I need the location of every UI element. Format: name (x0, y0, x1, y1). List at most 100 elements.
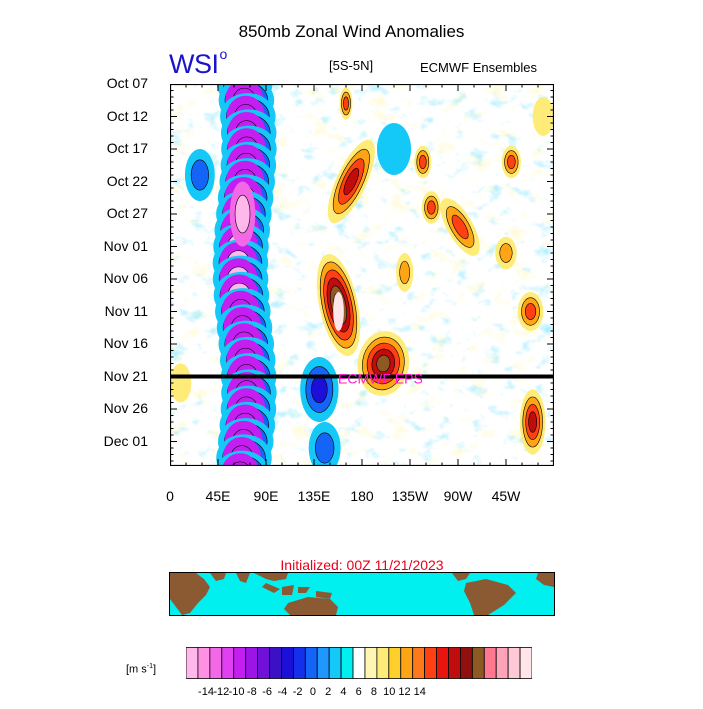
colorbar-tick-label: -12 (213, 686, 230, 698)
x-tick-label: 45E (205, 488, 231, 504)
colorbar-tick-label: 8 (370, 686, 378, 698)
y-tick-label: Nov 26 (103, 400, 148, 416)
colorbar-swatch (340, 647, 354, 679)
y-tick-label: Nov 06 (103, 270, 148, 286)
colorbar-swatch (233, 647, 247, 679)
anomaly-contour (343, 167, 360, 196)
anomaly-field (170, 84, 554, 466)
west-africa-landmass (536, 573, 554, 587)
colorbar-swatch (221, 647, 235, 679)
anomaly-contour (499, 243, 513, 263)
y-tick-label: Nov 01 (103, 237, 148, 254)
anomaly-contour (234, 194, 251, 234)
colorbar-tick-label: 14 (413, 686, 426, 698)
colorbar-swatch (292, 647, 306, 679)
colorbar-swatch (269, 647, 282, 679)
colorbar-tick-label: 12 (398, 686, 411, 698)
anomaly-contour (170, 363, 192, 403)
y-tick-label: Oct 07 (106, 75, 148, 91)
colorbar-swatch (436, 647, 449, 679)
colorbar-swatch (352, 647, 366, 679)
anomaly-contour (343, 96, 349, 111)
colorbar-tick-label: 10 (383, 686, 396, 698)
anomaly-contour (399, 260, 410, 285)
africa-landmass (170, 573, 210, 615)
colorbar-tick-label: 2 (325, 686, 332, 698)
colorbar-swatch (245, 647, 258, 679)
colorbar-swatch (304, 647, 318, 679)
y-tick-label: Oct 17 (106, 140, 148, 156)
axis-ticks (170, 84, 554, 466)
initialized-label: Initialized: 00Z 11/21/2023 (280, 557, 444, 573)
x-tick-label: 45W (491, 488, 521, 504)
colorbar-swatch (507, 647, 521, 679)
colorbar-tick-label: -14 (198, 686, 214, 698)
colorbar-swatch (483, 647, 497, 679)
anomaly-contour (507, 155, 516, 169)
colorbar-swatch (400, 647, 414, 679)
south-america-landmass (464, 579, 516, 615)
arabia-landmass (210, 573, 226, 581)
colorbar-swatch (376, 647, 390, 679)
y-tick-label: Nov 11 (104, 302, 148, 319)
units-label: [m s-1] (126, 663, 156, 676)
region-label: [5S-5N] (329, 58, 374, 73)
x-tick-label: 0 (166, 488, 174, 504)
units-close: ] (153, 663, 157, 676)
anomaly-contour (528, 411, 538, 433)
y-tick-label: Dec 01 (103, 432, 148, 449)
y-tick-label: Oct 22 (106, 172, 148, 189)
hovmoller-plot: ECMWF EPS (170, 84, 554, 466)
x-tick-label: 135W (391, 488, 429, 504)
anomaly-contour (376, 123, 412, 175)
colorbar-swatch (281, 647, 294, 679)
anomaly-contour (524, 303, 537, 320)
anomaly-contour (376, 354, 391, 373)
x-tick-label: 90W (443, 488, 473, 504)
colorbar-tick-label: 0 (309, 686, 316, 698)
colorbar (186, 647, 532, 679)
colorbar-swatch (424, 647, 437, 679)
y-tick-label: Oct 27 (106, 205, 148, 221)
colorbar-tick-label: 4 (340, 686, 347, 698)
y-tick-label: Nov 21 (103, 367, 148, 384)
logo-text: WSI (169, 49, 219, 79)
colorbar-swatch (471, 647, 485, 679)
wsi-logo: WSIo (169, 46, 227, 80)
logo-mark: o (219, 46, 228, 62)
y-tick-label: Nov 16 (103, 335, 148, 351)
source-label: ECMWF Ensembles (420, 60, 538, 75)
colorbar-swatch (316, 647, 330, 679)
x-tick-label: 180 (350, 488, 374, 504)
anomaly-contour (190, 159, 209, 191)
x-tick-label: 90E (253, 488, 279, 504)
chart-title: 850mb Zonal Wind Anomalies (238, 22, 465, 41)
australia-landmass (284, 597, 338, 615)
colorbar-swatch (519, 647, 532, 679)
anomaly-contour (222, 453, 258, 466)
y-tick-label: Oct 12 (106, 107, 148, 124)
colorbar-tick-label: -2 (292, 686, 303, 698)
colorbar-swatch (388, 647, 402, 679)
colorbar-swatch (460, 647, 473, 679)
units-base: [m s (126, 663, 147, 676)
colorbar-swatch (328, 647, 342, 679)
colorbar-tick-label: -10 (228, 686, 245, 698)
anomaly-contour (451, 214, 469, 240)
anomaly-blobs (170, 84, 554, 466)
india-landmass (236, 573, 250, 583)
colorbar-swatch (197, 647, 211, 679)
colorbar-swatch (209, 647, 223, 679)
anomaly-contour (333, 292, 344, 331)
units-exponent: -1 (146, 663, 154, 670)
colorbar-tick-label: -6 (262, 686, 272, 698)
anomaly-contour (311, 375, 328, 404)
central-america-landmass (452, 573, 470, 581)
anomaly-contour (532, 97, 554, 136)
indochina-landmass (254, 573, 288, 581)
anomaly-contour (427, 200, 436, 215)
anomaly-contour (315, 432, 335, 464)
colorbar-swatch (257, 647, 270, 679)
forecast-label: ECMWF EPS (338, 371, 423, 387)
x-tick-label: 135E (297, 488, 331, 504)
